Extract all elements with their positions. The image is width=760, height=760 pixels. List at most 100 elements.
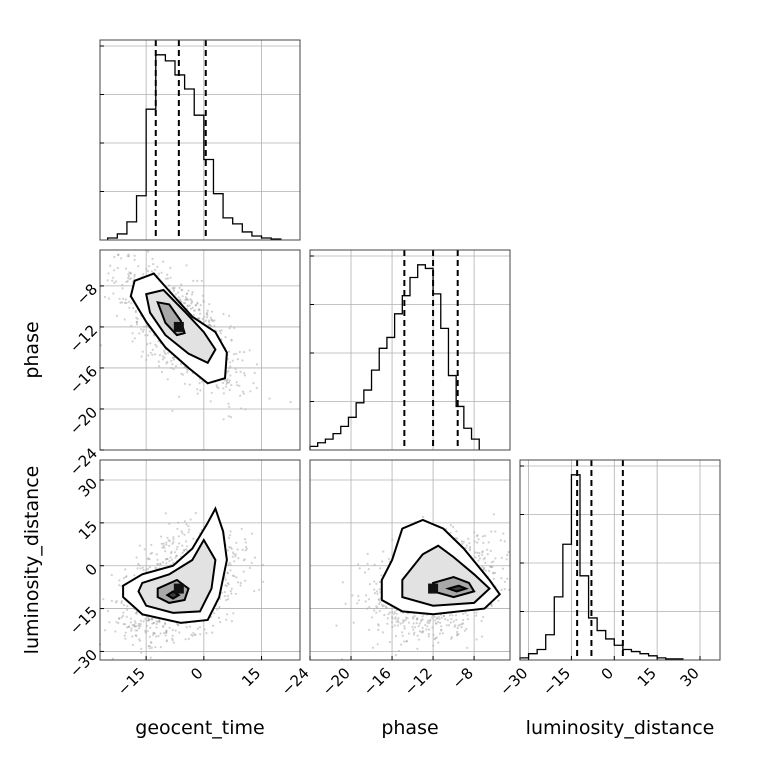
x-tick-label-phase: −12 [401, 664, 436, 699]
scatter-point [421, 615, 424, 618]
scatter-point [456, 626, 459, 630]
scatter-point [188, 528, 191, 531]
scatter-point [190, 302, 193, 305]
scatter-point [486, 553, 489, 556]
scatter-point [229, 590, 232, 593]
scatter-point [126, 280, 129, 283]
scatter-point [358, 567, 361, 570]
scatter-point [456, 630, 459, 634]
scatter-point [243, 372, 246, 375]
scatter-point [192, 279, 195, 282]
scatter-point [143, 548, 146, 551]
scatter-point [235, 352, 238, 355]
scatter-point [367, 598, 371, 601]
scatter-point [169, 266, 172, 269]
scatter-point [222, 418, 225, 421]
scatter-point [168, 560, 171, 563]
scatter-point [164, 352, 167, 356]
scatter-point [148, 635, 151, 639]
scatter-point [236, 358, 239, 361]
scatter-point [146, 619, 149, 622]
scatter-point [475, 614, 478, 617]
scatter-point [219, 621, 222, 624]
scatter-point [172, 538, 175, 541]
scatter-point [188, 625, 192, 628]
scatter-point [172, 541, 175, 544]
y-tick-label-luminosity-distance: −30 [66, 646, 101, 681]
scatter-point [118, 297, 121, 300]
scatter-point [402, 619, 405, 622]
scatter-point [144, 629, 147, 633]
scatter-point [487, 541, 490, 544]
scatter-point [205, 632, 208, 635]
scatter-point [181, 544, 184, 547]
scatter-point [405, 640, 408, 643]
scatter-point [159, 562, 162, 565]
scatter-point [445, 624, 448, 627]
scatter-point [413, 631, 416, 634]
scatter-point [407, 621, 410, 624]
scatter-point [164, 558, 167, 561]
scatter-point [378, 609, 381, 613]
scatter-point [396, 624, 400, 627]
scatter-point [466, 618, 469, 621]
scatter-point [222, 387, 225, 390]
scatter-point [248, 566, 251, 570]
scatter-point [251, 532, 254, 535]
scatter-point [172, 356, 175, 359]
scatter-point [200, 279, 203, 282]
scatter-point [148, 618, 151, 621]
scatter-point [106, 279, 109, 282]
scatter-point [186, 305, 189, 308]
scatter-point [118, 617, 121, 621]
scatter-point [138, 544, 141, 547]
scatter-point [234, 553, 237, 556]
scatter-point [227, 402, 230, 405]
scatter-point [113, 255, 116, 259]
panel-frame [309, 459, 511, 661]
scatter-point [110, 599, 113, 603]
scatter-point [238, 350, 241, 354]
scatter-point [228, 561, 231, 564]
scatter-point [158, 365, 161, 368]
scatter-point [116, 266, 119, 270]
scatter-point [128, 278, 131, 281]
scatter-point [438, 632, 441, 635]
scatter-point [184, 540, 188, 543]
x-tick-label-luminosity-distance: 0 [598, 664, 617, 683]
scatter-point [135, 321, 138, 324]
scatter-point [159, 632, 162, 635]
scatter-point [174, 556, 177, 559]
scatter-point [157, 634, 160, 638]
scatter-point [125, 280, 128, 284]
scatter-point [159, 563, 162, 566]
scatter-point [481, 635, 484, 638]
scatter-point [474, 556, 477, 559]
scatter-point [244, 549, 247, 552]
scatter-point [163, 632, 166, 635]
scatter-point [241, 390, 245, 393]
scatter-point [155, 622, 158, 626]
scatter-point [171, 409, 174, 412]
y-tick-label-luminosity-distance: 0 [82, 560, 101, 579]
scatter-point [133, 574, 136, 577]
scatter-point [450, 636, 453, 639]
scatter-point [386, 622, 389, 625]
scatter-point [147, 618, 151, 622]
scatter-point [416, 634, 419, 637]
scatter-point [135, 610, 138, 614]
scatter-point [231, 574, 234, 577]
scatter-point [161, 355, 165, 358]
scatter-point [240, 527, 243, 531]
scatter-point [394, 617, 397, 620]
scatter-point [415, 618, 419, 621]
scatter-point [198, 382, 201, 385]
scatter-point [133, 624, 136, 628]
scatter-point [161, 546, 164, 549]
scatter-point [215, 384, 218, 387]
scatter-point [227, 370, 230, 373]
scatter-point [142, 620, 145, 623]
scatter-point [212, 624, 215, 627]
scatter-point [150, 551, 153, 555]
scatter-point [231, 555, 234, 558]
